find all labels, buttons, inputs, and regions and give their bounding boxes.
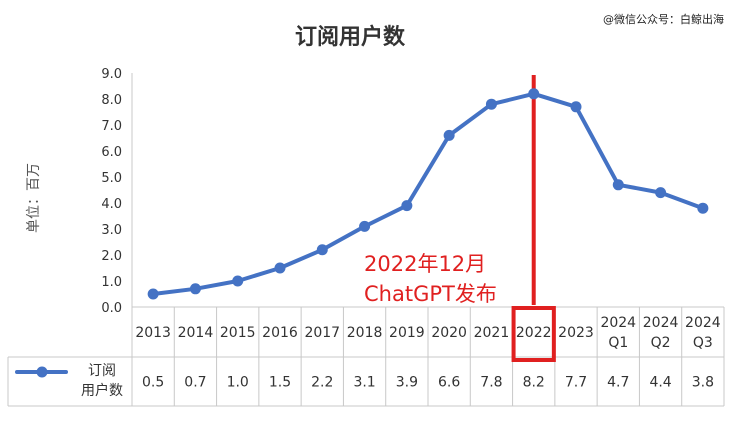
category-label: 2016 bbox=[262, 325, 298, 341]
category-label: 2014 bbox=[178, 325, 214, 341]
y-tick-label: 6.0 bbox=[101, 145, 122, 160]
y-tick-label: 2.0 bbox=[101, 249, 122, 264]
y-tick-label: 3.0 bbox=[101, 223, 122, 238]
data-point bbox=[316, 244, 328, 256]
data-value-label: 3.9 bbox=[396, 375, 418, 391]
data-point bbox=[443, 129, 455, 141]
y-tick-label: 8.0 bbox=[101, 93, 122, 108]
data-value-label: 3.8 bbox=[692, 375, 714, 391]
category-label: 2023 bbox=[558, 325, 594, 341]
data-value-label: 2.2 bbox=[311, 375, 333, 391]
data-value-label: 1.0 bbox=[227, 375, 249, 391]
data-value-label: 3.1 bbox=[353, 375, 375, 391]
data-value-label: 0.5 bbox=[142, 375, 164, 391]
category-label: 2019 bbox=[389, 325, 425, 341]
data-point bbox=[359, 220, 371, 232]
category-label: 2022 bbox=[516, 325, 552, 341]
data-point bbox=[485, 98, 497, 110]
category-label: 2024 Q3 bbox=[685, 315, 721, 351]
y-tick-label: 5.0 bbox=[101, 171, 122, 186]
legend-label: 订阅用户数 bbox=[81, 363, 123, 399]
category-label: 2024 Q2 bbox=[643, 315, 679, 351]
data-point bbox=[147, 288, 159, 300]
y-tick-label: 4.0 bbox=[101, 197, 122, 212]
data-point bbox=[655, 187, 667, 199]
category-label: 2013 bbox=[135, 325, 171, 341]
y-axis-label: 单位：百万 bbox=[26, 163, 42, 233]
legend-marker-swatch bbox=[36, 366, 48, 378]
category-label: 2024 Q1 bbox=[600, 315, 636, 351]
category-label: 2015 bbox=[220, 325, 256, 341]
y-tick-label: 0.0 bbox=[101, 301, 122, 316]
data-point bbox=[612, 179, 624, 191]
data-point bbox=[570, 101, 582, 113]
data-value-label: 4.7 bbox=[607, 375, 629, 391]
category-label: 2017 bbox=[304, 325, 340, 341]
data-value-label: 4.4 bbox=[649, 375, 671, 391]
data-point bbox=[401, 200, 413, 212]
data-point bbox=[697, 202, 709, 214]
data-value-label: 7.7 bbox=[565, 375, 587, 391]
data-point bbox=[232, 275, 244, 287]
data-point bbox=[528, 88, 540, 100]
category-label: 2018 bbox=[347, 325, 383, 341]
y-tick-label: 9.0 bbox=[101, 67, 122, 82]
annotation-text: 2022年12月 ChatGPT发布 bbox=[364, 252, 497, 306]
data-value-label: 8.2 bbox=[523, 375, 545, 391]
series-line bbox=[151, 91, 705, 296]
data-value-label: 7.8 bbox=[480, 375, 502, 391]
data-value-label: 0.7 bbox=[184, 375, 206, 391]
category-label: 2020 bbox=[431, 325, 467, 341]
watermark: @微信公众号：白鲸出海 bbox=[603, 12, 724, 26]
chart-title: 订阅用户数 bbox=[295, 24, 406, 50]
data-value-label: 1.5 bbox=[269, 375, 291, 391]
y-tick-label: 7.0 bbox=[101, 119, 122, 134]
y-tick-label: 1.0 bbox=[101, 275, 122, 290]
category-label: 2021 bbox=[474, 325, 510, 341]
highlight-box bbox=[511, 306, 556, 362]
data-value-label: 6.6 bbox=[438, 375, 460, 391]
data-point bbox=[274, 262, 286, 274]
data-point bbox=[189, 283, 201, 295]
